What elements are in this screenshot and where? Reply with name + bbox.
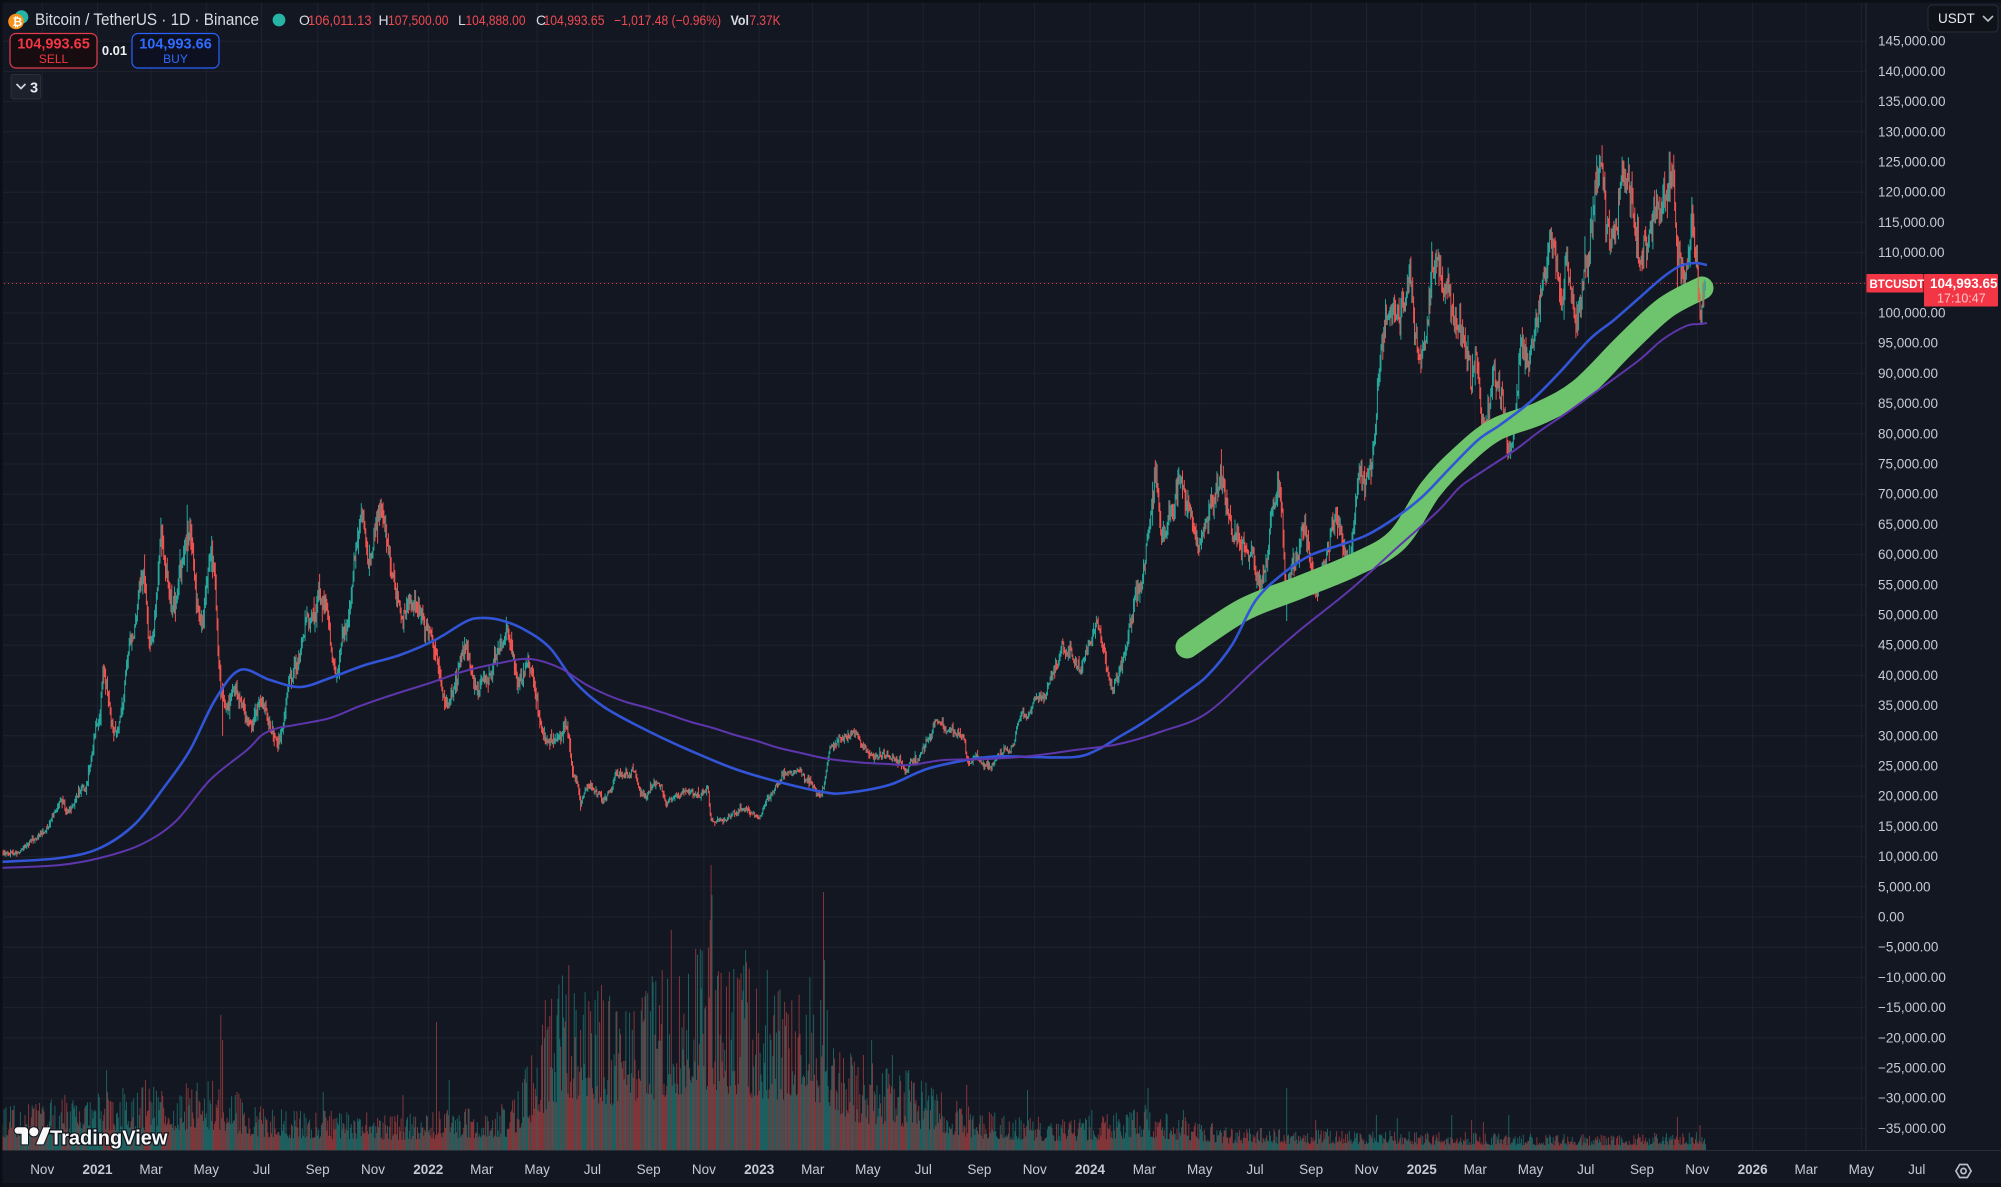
svg-text:−5,000.00: −5,000.00 bbox=[1878, 940, 1938, 955]
svg-text:Nov: Nov bbox=[692, 1162, 716, 1177]
svg-text:₿: ₿ bbox=[13, 15, 23, 29]
svg-text:−35,000.00: −35,000.00 bbox=[1878, 1121, 1946, 1136]
svg-text:BUY: BUY bbox=[163, 52, 188, 66]
svg-text:May: May bbox=[194, 1162, 220, 1177]
svg-text:Mar: Mar bbox=[139, 1162, 163, 1177]
svg-text:Jul: Jul bbox=[1908, 1162, 1925, 1177]
svg-text:104,993.65: 104,993.65 bbox=[544, 12, 605, 28]
svg-text:May: May bbox=[524, 1162, 550, 1177]
svg-text:Sep: Sep bbox=[967, 1162, 991, 1177]
svg-text:Nov: Nov bbox=[1023, 1162, 1047, 1177]
svg-text:145,000.00: 145,000.00 bbox=[1878, 34, 1946, 49]
svg-text:10,000.00: 10,000.00 bbox=[1878, 849, 1938, 864]
svg-text:Jul: Jul bbox=[915, 1162, 932, 1177]
svg-text:May: May bbox=[1518, 1162, 1544, 1177]
svg-text:Jul: Jul bbox=[253, 1162, 270, 1177]
svg-text:30,000.00: 30,000.00 bbox=[1878, 728, 1938, 743]
svg-text:Sep: Sep bbox=[306, 1162, 330, 1177]
svg-text:Nov: Nov bbox=[361, 1162, 385, 1177]
svg-text:104,993.65: 104,993.65 bbox=[1930, 276, 1998, 291]
svg-text:Sep: Sep bbox=[1299, 1162, 1323, 1177]
svg-text:H: H bbox=[379, 12, 389, 28]
svg-text:40,000.00: 40,000.00 bbox=[1878, 668, 1938, 683]
svg-text:104,888.00: 104,888.00 bbox=[466, 12, 526, 28]
svg-text:May: May bbox=[855, 1162, 881, 1177]
svg-text:140,000.00: 140,000.00 bbox=[1878, 64, 1946, 79]
svg-text:−15,000.00: −15,000.00 bbox=[1878, 1000, 1946, 1015]
svg-text:Mar: Mar bbox=[1133, 1162, 1157, 1177]
svg-text:Mar: Mar bbox=[801, 1162, 825, 1177]
svg-text:2024: 2024 bbox=[1075, 1162, 1106, 1177]
svg-text:100,000.00: 100,000.00 bbox=[1878, 306, 1946, 321]
svg-text:−25,000.00: −25,000.00 bbox=[1878, 1061, 1946, 1076]
svg-text:7.37K: 7.37K bbox=[750, 12, 782, 28]
svg-text:20,000.00: 20,000.00 bbox=[1878, 789, 1938, 804]
svg-text:Nov: Nov bbox=[1354, 1162, 1378, 1177]
svg-text:L: L bbox=[458, 12, 466, 28]
svg-text:C: C bbox=[536, 12, 546, 28]
svg-text:−10,000.00: −10,000.00 bbox=[1878, 970, 1946, 985]
svg-text:Mar: Mar bbox=[1464, 1162, 1488, 1177]
svg-text:Jul: Jul bbox=[1577, 1162, 1594, 1177]
svg-text:2025: 2025 bbox=[1407, 1162, 1438, 1177]
svg-text:110,000.00: 110,000.00 bbox=[1878, 245, 1945, 260]
svg-text:45,000.00: 45,000.00 bbox=[1878, 638, 1938, 653]
svg-text:15,000.00: 15,000.00 bbox=[1878, 819, 1938, 834]
svg-text:5,000.00: 5,000.00 bbox=[1878, 879, 1931, 894]
svg-text:130,000.00: 130,000.00 bbox=[1878, 124, 1946, 139]
svg-text:104,993.66: 104,993.66 bbox=[139, 37, 212, 53]
svg-text:35,000.00: 35,000.00 bbox=[1878, 698, 1938, 713]
svg-text:60,000.00: 60,000.00 bbox=[1878, 547, 1938, 562]
svg-text:−30,000.00: −30,000.00 bbox=[1878, 1091, 1946, 1106]
svg-text:75,000.00: 75,000.00 bbox=[1878, 457, 1938, 472]
svg-text:17:10:47: 17:10:47 bbox=[1937, 292, 1986, 306]
svg-text:BTCUSDT: BTCUSDT bbox=[1870, 279, 1925, 291]
svg-text:2022: 2022 bbox=[413, 1162, 443, 1177]
svg-text:120,000.00: 120,000.00 bbox=[1878, 185, 1946, 200]
svg-text:135,000.00: 135,000.00 bbox=[1878, 94, 1946, 109]
svg-text:95,000.00: 95,000.00 bbox=[1878, 336, 1938, 351]
svg-text:SELL: SELL bbox=[39, 52, 69, 66]
svg-text:65,000.00: 65,000.00 bbox=[1878, 517, 1938, 532]
svg-text:−1,017.48 (−0.96%): −1,017.48 (−0.96%) bbox=[614, 12, 721, 28]
svg-text:2026: 2026 bbox=[1738, 1162, 1769, 1177]
svg-text:3: 3 bbox=[30, 81, 38, 97]
svg-text:Vol: Vol bbox=[731, 12, 750, 28]
svg-text:0.00: 0.00 bbox=[1878, 910, 1904, 925]
svg-text:25,000.00: 25,000.00 bbox=[1878, 759, 1938, 774]
svg-text:50,000.00: 50,000.00 bbox=[1878, 608, 1938, 623]
svg-text:TradingView: TradingView bbox=[50, 1128, 168, 1150]
svg-text:85,000.00: 85,000.00 bbox=[1878, 396, 1938, 411]
svg-text:Jul: Jul bbox=[584, 1162, 601, 1177]
svg-text:Sep: Sep bbox=[1630, 1162, 1654, 1177]
svg-text:125,000.00: 125,000.00 bbox=[1878, 155, 1946, 170]
svg-text:80,000.00: 80,000.00 bbox=[1878, 426, 1938, 441]
svg-text:Nov: Nov bbox=[30, 1162, 54, 1177]
svg-text:Mar: Mar bbox=[470, 1162, 494, 1177]
svg-text:−20,000.00: −20,000.00 bbox=[1878, 1030, 1946, 1045]
svg-text:USDT: USDT bbox=[1938, 11, 1975, 26]
svg-text:55,000.00: 55,000.00 bbox=[1878, 577, 1938, 592]
svg-text:Bitcoin / TetherUS · 1D · Bina: Bitcoin / TetherUS · 1D · Binance bbox=[35, 11, 259, 29]
svg-text:Jul: Jul bbox=[1246, 1162, 1263, 1177]
svg-text:107,500.00: 107,500.00 bbox=[388, 12, 449, 28]
svg-text:0.01: 0.01 bbox=[102, 43, 127, 58]
svg-text:Mar: Mar bbox=[1794, 1162, 1818, 1177]
svg-text:Sep: Sep bbox=[637, 1162, 661, 1177]
svg-text:90,000.00: 90,000.00 bbox=[1878, 366, 1938, 381]
svg-text:2023: 2023 bbox=[744, 1162, 775, 1177]
svg-text:May: May bbox=[1187, 1162, 1213, 1177]
svg-text:Nov: Nov bbox=[1685, 1162, 1709, 1177]
svg-text:May: May bbox=[1849, 1162, 1875, 1177]
svg-text:115,000.00: 115,000.00 bbox=[1878, 215, 1945, 230]
svg-text:O: O bbox=[299, 12, 310, 28]
svg-text:104,993.65: 104,993.65 bbox=[17, 37, 90, 53]
svg-text:106,011.13: 106,011.13 bbox=[308, 12, 372, 28]
svg-text:70,000.00: 70,000.00 bbox=[1878, 487, 1938, 502]
svg-text:2021: 2021 bbox=[82, 1162, 113, 1177]
